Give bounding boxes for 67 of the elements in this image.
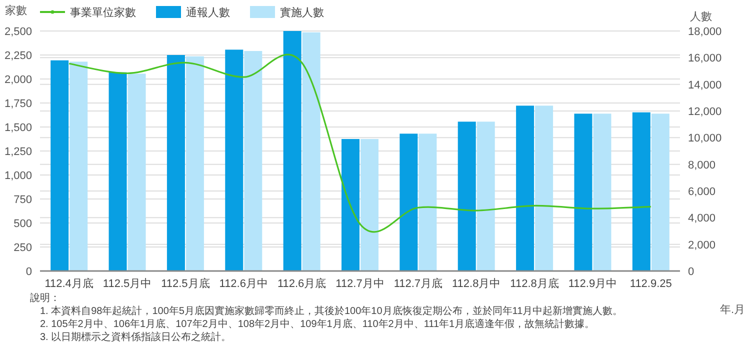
- y2-tick-label: 18,000: [688, 26, 722, 38]
- y-tick-label: 0: [26, 266, 32, 278]
- x-tick-label: 112.8月底: [510, 277, 559, 290]
- bar: [476, 122, 495, 271]
- y-tick-label: 250: [14, 242, 32, 254]
- bar: [283, 31, 302, 271]
- legend-label: 通報人數: [186, 6, 230, 19]
- legend-label: 實施人數: [280, 6, 324, 19]
- bar: [458, 122, 476, 271]
- legend-label: 事業單位家數: [70, 6, 136, 19]
- bar: [166, 55, 185, 271]
- y-tick-label: 1,250: [4, 146, 32, 158]
- text: 3. 以日期標示之資料係指該日公布之統計。: [40, 331, 232, 343]
- bar: [360, 139, 378, 271]
- y-axis-title: 家數: [5, 4, 27, 17]
- bar: [400, 134, 418, 271]
- x-tick-label: 112.7月中: [336, 277, 384, 290]
- y2-tick-label: 12,000: [688, 106, 722, 118]
- bar: [574, 114, 592, 271]
- x-tick-label: 112.4月底: [44, 277, 94, 290]
- text: 1. 本資料自98年起統計，100年5月底因實施家數歸零而終止，其後於100年10月底恢復定期公布，並於同年11月中起新增實施人數。: [40, 305, 623, 317]
- y2-tick-label: 2,000: [688, 239, 716, 252]
- y-tick-label: 2,250: [4, 50, 32, 62]
- y-tick-label: 2,000: [4, 74, 32, 86]
- bar: [186, 56, 204, 271]
- y-tick-label: 500: [14, 218, 32, 230]
- y-tick-label: 750: [14, 194, 32, 206]
- x-tick-label: 112.6月中: [219, 277, 268, 290]
- bar: [128, 74, 146, 271]
- y-tick-label: 1,500: [4, 122, 32, 134]
- text: 2. 105年2月中、106年1月底、107年2月中、108年2月中、109年1月底、110年2月中、111年1月底適逢年假，故無統計數據。: [40, 318, 595, 330]
- bar: [302, 32, 320, 271]
- y-tick-label: 1,750: [4, 98, 32, 110]
- y-tick-label: 1,000: [4, 170, 32, 182]
- x-tick-label: 112.5月中: [102, 277, 152, 290]
- y2-tick-label: 16,000: [688, 52, 722, 65]
- y2-tick-label: 8,000: [688, 159, 716, 172]
- bar: [225, 50, 244, 271]
- x-axis-title: 年.月: [720, 304, 746, 316]
- y2-tick-label: 4,000: [688, 212, 716, 225]
- legend-通報人數: 通報人數: [156, 6, 230, 19]
- bar: [70, 62, 88, 271]
- bar: [535, 106, 554, 271]
- x-tick-label: 112.7月底: [394, 277, 443, 290]
- x-tick-label: 112.6月底: [277, 277, 326, 290]
- legend-事業單位家數: 事業單位家數: [40, 7, 136, 19]
- bar: [108, 72, 127, 271]
- y-tick-label: 2,500: [4, 26, 32, 38]
- bar: [342, 139, 360, 271]
- legend-實施人數: 實施人數: [250, 6, 324, 19]
- y2-tick-label: 6,000: [688, 186, 716, 198]
- x-tick-label: 112.5月底: [161, 277, 210, 290]
- bar: [651, 114, 670, 271]
- bar: [50, 60, 69, 271]
- x-tick-label: 112.8月中: [452, 277, 501, 290]
- bar: [516, 106, 534, 271]
- y2-tick-label: 14,000: [688, 79, 722, 92]
- y2-axis-title: 人數: [690, 11, 712, 23]
- bar: [418, 134, 437, 271]
- y2-tick-label: 10,000: [688, 132, 722, 145]
- y2-tick-label: 0: [688, 266, 694, 278]
- bar: [632, 112, 650, 271]
- bar: [244, 51, 262, 271]
- bar: [593, 114, 612, 271]
- x-tick-label: 112.9月中: [568, 277, 618, 290]
- x-tick-label: 112.9.25: [630, 278, 672, 290]
- text: 說明：: [30, 292, 60, 304]
